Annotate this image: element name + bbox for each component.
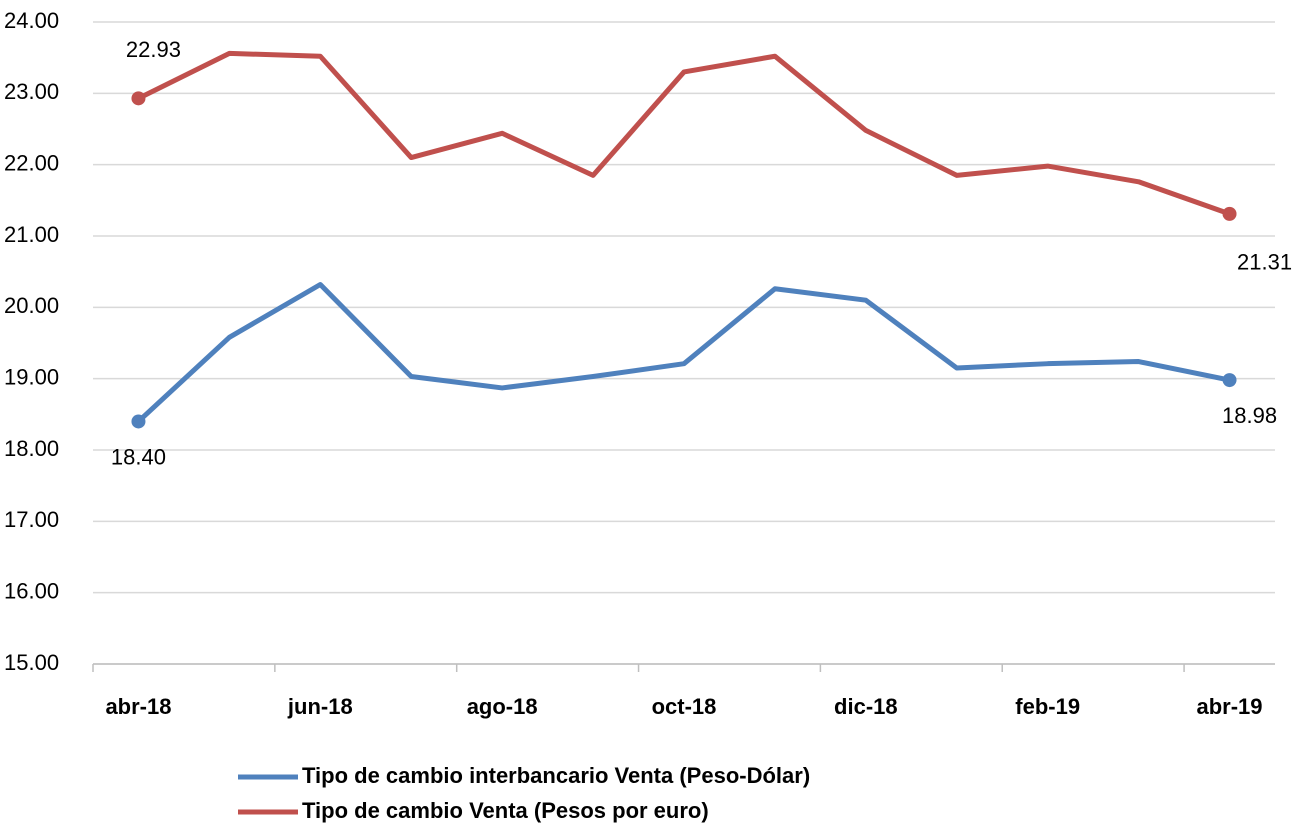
point-marker bbox=[1222, 373, 1237, 388]
y-tick-label: 17.00 bbox=[4, 507, 59, 532]
data-label: 21.31 bbox=[1237, 250, 1292, 275]
x-tick-label: feb-19 bbox=[1015, 694, 1080, 719]
x-tick-label: abr-18 bbox=[105, 694, 171, 719]
data-label: 18.40 bbox=[111, 444, 166, 469]
x-tick-label: ago-18 bbox=[467, 694, 538, 719]
point-marker bbox=[131, 414, 146, 429]
point-marker bbox=[1222, 206, 1237, 221]
y-tick-label: 20.00 bbox=[4, 293, 59, 318]
data-label: 22.93 bbox=[126, 37, 181, 62]
x-tick-label: jun-18 bbox=[287, 694, 353, 719]
legend-label: Tipo de cambio interbancario Venta (Peso… bbox=[302, 763, 810, 788]
series-line bbox=[137, 50, 1231, 217]
x-tick-label: dic-18 bbox=[834, 694, 898, 719]
y-tick-label: 15.00 bbox=[4, 650, 59, 675]
legend-label: Tipo de cambio Venta (Pesos por euro) bbox=[302, 798, 709, 823]
data-label: 18.98 bbox=[1222, 403, 1277, 428]
y-tick-label: 18.00 bbox=[4, 436, 59, 461]
y-tick-label: 24.00 bbox=[4, 8, 59, 33]
y-tick-label: 19.00 bbox=[4, 364, 59, 389]
y-tick-label: 22.00 bbox=[4, 150, 59, 175]
x-tick-label: abr-19 bbox=[1197, 694, 1263, 719]
y-tick-label: 21.00 bbox=[4, 222, 59, 247]
y-tick-label: 16.00 bbox=[4, 578, 59, 603]
point-marker bbox=[131, 91, 146, 106]
x-tick-label: oct-18 bbox=[652, 694, 717, 719]
series-line bbox=[136, 282, 1231, 424]
y-tick-label: 23.00 bbox=[4, 79, 59, 104]
